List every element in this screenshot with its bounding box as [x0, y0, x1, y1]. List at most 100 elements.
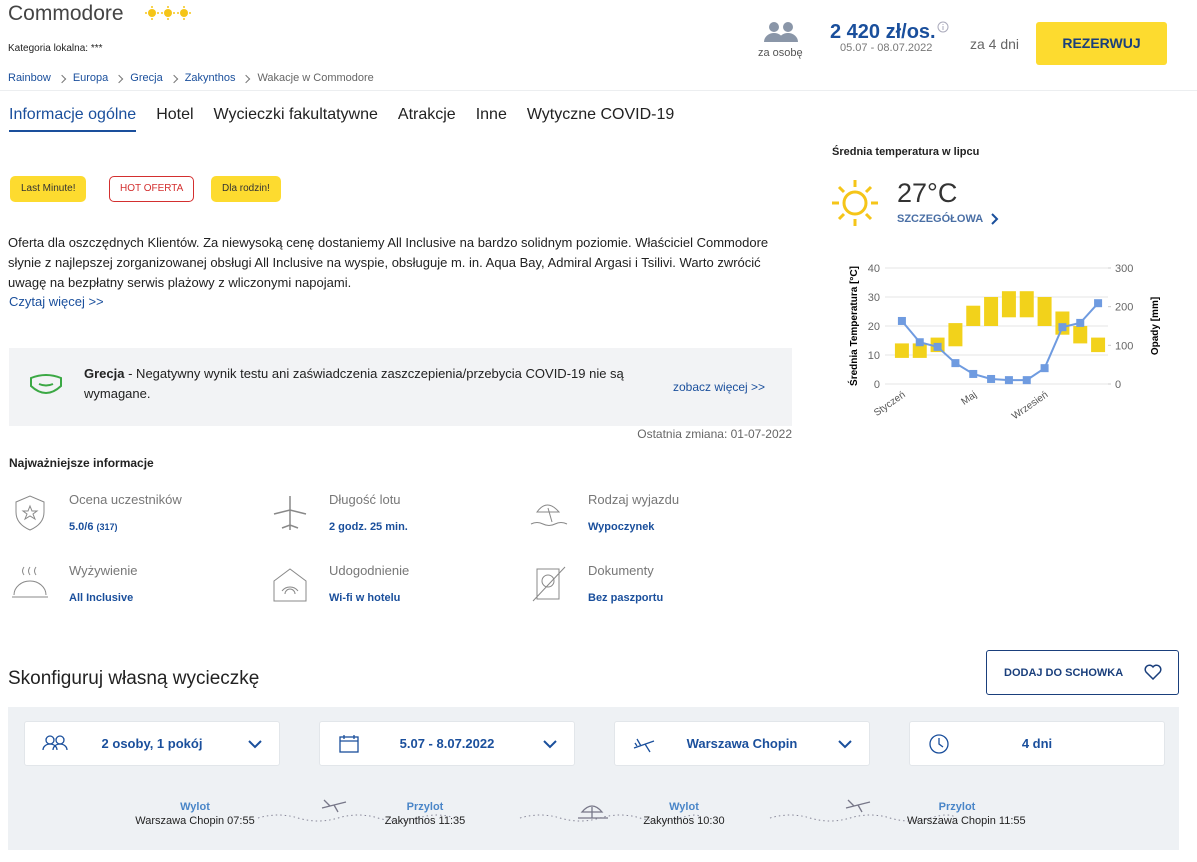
- precip-point: [933, 342, 942, 351]
- leg-place: Warszawa Chopin 07:55: [135, 815, 255, 827]
- info-value-extra: (317): [96, 522, 118, 532]
- breadcrumb[interactable]: Wakacje w Commodore: [257, 72, 374, 84]
- selector[interactable]: 2 osoby, 1 pokój: [24, 721, 280, 766]
- climate-chart: 0 10 20 30 40 0 100 200 300 Średnia Temperatura […: [847, 263, 1161, 422]
- mask-icon: [30, 374, 62, 394]
- info-value: 5.0/6 (317): [69, 521, 117, 533]
- precip-point: [1040, 364, 1049, 373]
- covid-text: - Negatywny wynik testu ani zaświadczeni…: [84, 366, 624, 401]
- key-info-title: Najważniejsze informacje: [9, 456, 154, 470]
- leg-label: Wylot: [180, 801, 210, 813]
- read-more[interactable]: Czytaj więcej >>: [9, 294, 104, 309]
- precip-point: [969, 369, 978, 378]
- info-icon: [273, 496, 307, 530]
- covid-link[interactable]: zobacz więcej >>: [673, 380, 766, 394]
- x-tick-label: Styczeń: [872, 389, 907, 418]
- x-tick-label: Wrzesień: [1010, 389, 1050, 422]
- info-value-text: All Inclusive: [69, 592, 134, 604]
- breadcrumb[interactable]: Rainbow: [8, 72, 51, 84]
- info-icon: [12, 566, 48, 598]
- info-value-text: 2 godz. 25 min.: [329, 521, 408, 533]
- badge[interactable]: Last Minute!: [10, 176, 87, 202]
- info-value-text: Wypoczynek: [588, 521, 655, 533]
- breadcrumb[interactable]: Europa: [72, 72, 109, 84]
- info-label: Udogodnienie: [329, 563, 410, 578]
- selector-value: Warszawa Chopin: [686, 736, 798, 751]
- temp-range-bar: [912, 343, 927, 358]
- info-label: Wyżywienie: [69, 563, 138, 578]
- selector[interactable]: Warszawa Chopin: [614, 721, 870, 766]
- breadcrumb[interactable]: Grecja: [130, 72, 163, 84]
- price: 2 420 zł/os.: [830, 21, 936, 43]
- info-icon: [530, 504, 568, 526]
- selector-value: 5.07 - 8.07.2022: [399, 736, 495, 751]
- badge[interactable]: HOT OFERTA: [109, 176, 195, 202]
- precip-point: [987, 374, 996, 383]
- y-tick-label: 0: [874, 379, 880, 391]
- info-value-text: Bez paszportu: [588, 592, 664, 604]
- tab[interactable]: Inne: [475, 106, 507, 123]
- info-label: Długość lotu: [329, 492, 401, 507]
- y2-tick-label: 0: [1115, 379, 1121, 391]
- description: Oferta dla oszczędnych Klientów. Za niew…: [8, 235, 769, 290]
- per-person: za osobę: [758, 47, 803, 59]
- leg-place: Zakynthos 11:35: [384, 815, 466, 827]
- info-label: Rodzaj wyjazdu: [588, 492, 680, 507]
- hotel-title: Commodore: [8, 2, 124, 25]
- info-value: 2 godz. 25 min.: [329, 521, 408, 533]
- breadcrumb[interactable]: Zakynthos: [184, 72, 236, 84]
- temp-range-bar: [984, 297, 999, 326]
- badge[interactable]: Dla rodzin!: [211, 176, 281, 202]
- temp-range-bar: [1037, 297, 1052, 326]
- temp-range-bar: [1001, 291, 1016, 318]
- info-value: Wi-fi w hotelu: [329, 592, 400, 604]
- tab[interactable]: Wycieczki fakultatywne: [213, 106, 378, 123]
- precip-point: [1058, 323, 1067, 332]
- divider: [0, 90, 1197, 91]
- tab[interactable]: Wytyczne COVID-19: [526, 106, 675, 123]
- dropdown-chevron: [248, 740, 262, 749]
- y-axis-label: Średnia Temperatura [°C]: [847, 266, 860, 386]
- precip-point: [915, 338, 924, 347]
- breadcrumbs: Rainbow Europa Grecja Zakynthos Wakacje w Co…: [8, 68, 396, 86]
- flight-route: [257, 799, 957, 822]
- last-change: Ostatnia zmiana: 01-07-2022: [637, 427, 792, 441]
- info-icon: [273, 568, 307, 602]
- info-label: Dokumenty: [588, 563, 654, 578]
- temp-range-bar: [1091, 337, 1106, 353]
- book-button[interactable]: REZERWUJ: [1036, 22, 1167, 65]
- tab[interactable]: Informacje ogólne: [9, 106, 137, 132]
- save-button[interactable]: DODAJ DO SCHOWKA: [986, 650, 1179, 695]
- selector-icon: [929, 734, 949, 754]
- selector[interactable]: 4 dni: [909, 721, 1165, 766]
- precip-point: [1076, 318, 1085, 327]
- covid-info: Grecja - Negatywny wynik testu ani zaświ…: [84, 364, 624, 404]
- temp-range-bar: [1055, 311, 1070, 335]
- selector[interactable]: 5.07 - 8.07.2022: [319, 721, 575, 766]
- info-value: Wypoczynek: [588, 521, 654, 533]
- precip-point: [1004, 376, 1013, 385]
- selector-value: 4 dni: [1021, 736, 1053, 751]
- precip-point: [897, 316, 906, 325]
- info-icon: [15, 495, 45, 531]
- temp-range-bar: [948, 323, 963, 347]
- dropdown-chevron: [543, 740, 557, 749]
- temp-range-bar: [1073, 326, 1088, 344]
- y2-tick-label: 100: [1115, 340, 1133, 352]
- heart-icon: [1144, 664, 1162, 680]
- tab[interactable]: Hotel: [156, 106, 194, 123]
- info-value: All Inclusive: [69, 592, 133, 604]
- info-value-text: 5.0/6: [69, 521, 94, 533]
- y-tick-label: 40: [868, 263, 880, 275]
- selector-icon: [42, 735, 68, 751]
- y2-tick-label: 200: [1115, 302, 1133, 314]
- chevron: [991, 213, 999, 225]
- info-icon[interactable]: [937, 21, 949, 33]
- details-link[interactable]: SZCZEGÓŁOWA: [897, 213, 984, 225]
- leg-place: Zakynthos 10:30: [643, 815, 725, 827]
- weather-title: Średnia temperatura w lipcu: [832, 146, 980, 158]
- selector-icon: [633, 738, 655, 753]
- tab[interactable]: Atrakcje: [397, 106, 456, 123]
- save-label: DODAJ DO SCHOWKA: [1004, 667, 1124, 679]
- people-icon: [764, 22, 798, 42]
